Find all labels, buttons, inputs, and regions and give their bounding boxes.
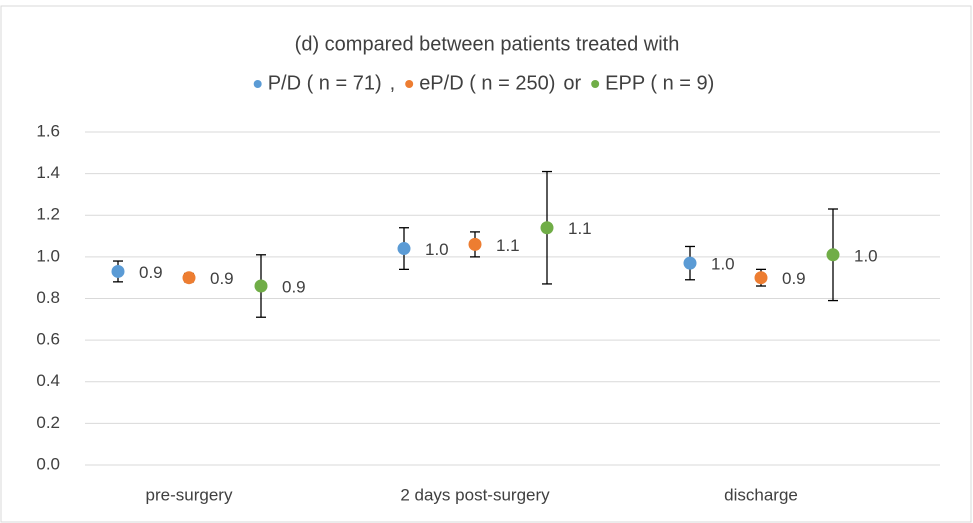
legend-label: P/D ( n = 71) bbox=[268, 72, 382, 94]
y-tick-label: 0.8 bbox=[36, 288, 60, 307]
data-point bbox=[754, 271, 768, 285]
x-tick-label: discharge bbox=[724, 485, 798, 504]
legend-separator: , bbox=[390, 72, 396, 94]
legend-label: eP/D ( n = 250) bbox=[419, 72, 555, 94]
data-label: 0.9 bbox=[139, 263, 163, 282]
y-tick-label: 1.6 bbox=[36, 121, 60, 140]
data-label: 0.9 bbox=[210, 269, 234, 288]
legend-label: EPP ( n = 9) bbox=[605, 72, 714, 94]
x-tick-label: 2 days post-surgery bbox=[400, 485, 550, 504]
data-label: 1.0 bbox=[425, 240, 449, 259]
legend: P/D ( n = 71) , eP/D ( n = 250) or EPP ( n… bbox=[253, 72, 714, 94]
data-point bbox=[182, 271, 196, 285]
legend-separator: or bbox=[563, 72, 581, 94]
y-tick-label: 1.4 bbox=[36, 163, 60, 182]
y-tick-label: 0.4 bbox=[36, 371, 60, 390]
chart-border bbox=[0, 5, 972, 523]
data-label: 1.0 bbox=[711, 255, 735, 274]
data-point bbox=[254, 279, 268, 293]
y-tick-label: 1.2 bbox=[36, 205, 60, 224]
legend-marker bbox=[253, 80, 262, 88]
data-point bbox=[397, 242, 411, 256]
data-point bbox=[468, 237, 482, 251]
y-tick-label: 0.6 bbox=[36, 330, 60, 349]
legend-marker bbox=[591, 80, 600, 88]
y-tick-label: 0.2 bbox=[36, 413, 60, 432]
y-tick-label: 1.0 bbox=[36, 246, 60, 265]
data-point bbox=[111, 264, 125, 278]
data-point bbox=[826, 248, 840, 262]
data-point bbox=[683, 256, 697, 270]
y-tick-label: 0.0 bbox=[36, 454, 60, 473]
data-label: 1.1 bbox=[568, 219, 592, 238]
data-label: 0.9 bbox=[782, 269, 806, 288]
data-point bbox=[540, 221, 554, 235]
legend-marker bbox=[405, 80, 414, 88]
chart-title: (d) compared between patients treated wi… bbox=[295, 33, 680, 55]
data-label: 0.9 bbox=[282, 277, 306, 296]
x-tick-label: pre-surgery bbox=[146, 485, 233, 504]
data-label: 1.0 bbox=[854, 246, 878, 265]
data-label: 1.1 bbox=[496, 236, 520, 255]
